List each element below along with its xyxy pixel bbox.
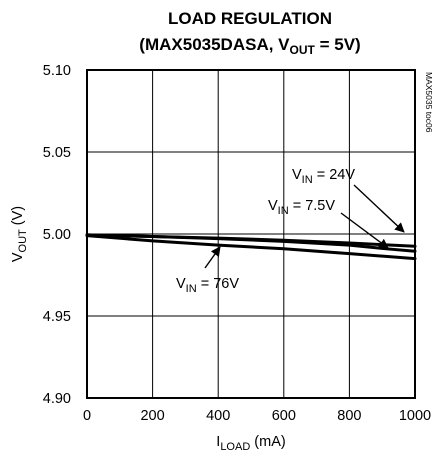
- chart-title-line2: (MAX5035DASA, VOUT = 5V): [139, 35, 360, 57]
- chart-id-note: MAX5035 toc06: [424, 72, 434, 133]
- x-tick-label: 200: [140, 408, 164, 424]
- x-tick-label: 0: [83, 408, 91, 424]
- y-tick-label: 5.10: [43, 63, 71, 79]
- y-tick-label: 5.00: [43, 227, 71, 243]
- grid: [87, 70, 415, 398]
- annotation-vin-7-5v: VIN = 7.5V: [268, 198, 335, 217]
- annotation-vin-24v: VIN = 24V: [292, 167, 355, 186]
- series-line-2: [85, 234, 417, 261]
- x-tick-labels: 0 200 400 600 800 1000: [83, 408, 431, 424]
- y-tick-label: 4.90: [43, 391, 71, 407]
- title-subscript: OUT: [290, 43, 316, 57]
- arrow-vin-24v: [353, 184, 405, 233]
- arrow-vin-7-5v: [340, 212, 389, 249]
- y-axis-label: VOUT (V): [10, 206, 29, 262]
- x-tick-label: 1000: [399, 408, 431, 424]
- arrow-vin-76v: [204, 246, 221, 269]
- chart-title-line1: LOAD REGULATION: [168, 9, 332, 28]
- x-tick-label: 800: [337, 408, 361, 424]
- y-tick-label: 5.05: [43, 145, 71, 161]
- y-tick-label: 4.95: [43, 309, 71, 325]
- annotation-vin-76v: VIN = 76V: [176, 276, 239, 295]
- x-axis-label: ILOAD (mA): [216, 434, 285, 453]
- x-tick-label: 600: [272, 408, 296, 424]
- series-lines: [85, 233, 417, 261]
- x-tick-label: 400: [206, 408, 230, 424]
- y-tick-labels: 5.10 5.05 5.00 4.95 4.90: [43, 63, 71, 407]
